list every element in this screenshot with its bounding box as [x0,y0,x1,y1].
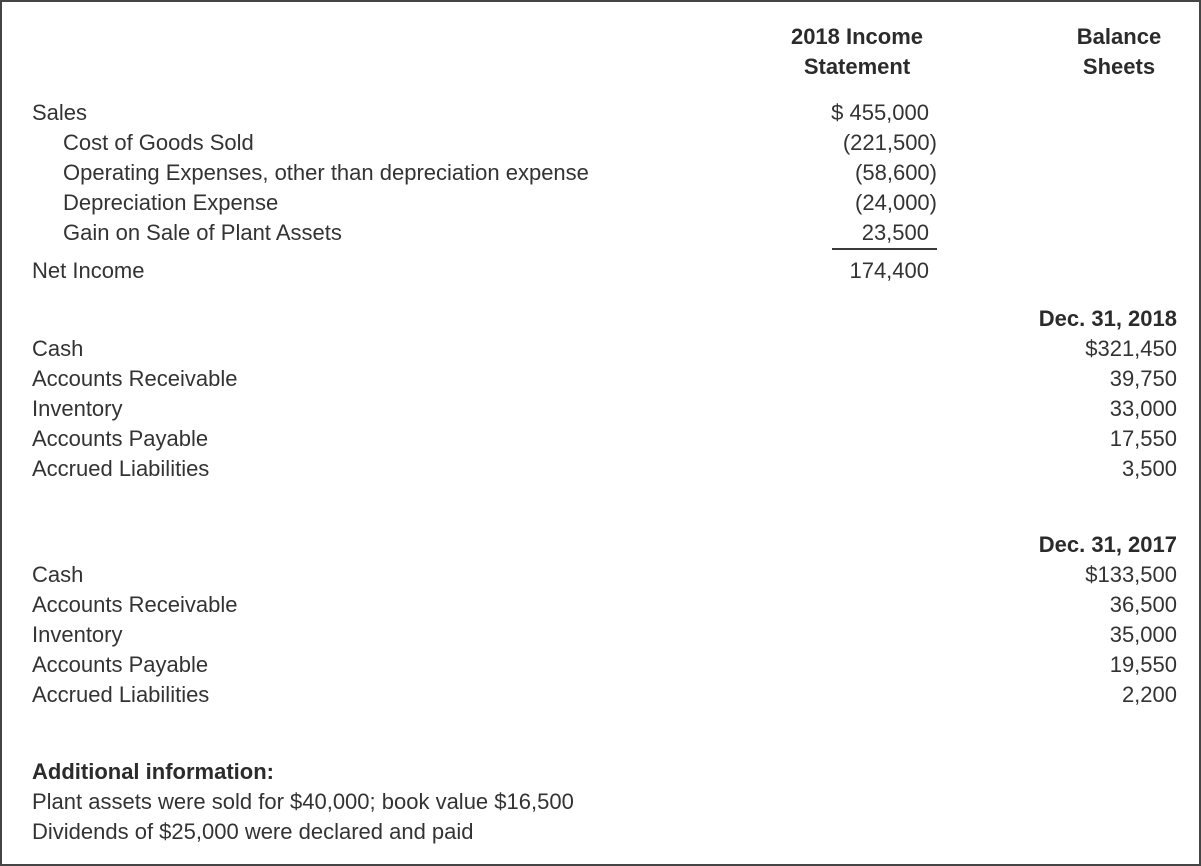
row-label: Accrued Liabilities [32,456,210,481]
balance-sheet-2017-date: Dec. 31, 2017 [1038,532,1177,557]
row-value: 35,000 [1109,622,1177,647]
income-statement-header: 2018 Income Statement [790,24,924,79]
row-label: Inventory [32,622,123,647]
balance-sheets-header-cell: Balance Sheets [942,22,1199,82]
row-label: Accounts Payable [32,652,209,677]
row-label: Cash [32,336,84,361]
row-label: Sales [32,100,88,125]
row-value: 174,400 [849,258,929,283]
subtotal-underline: 23,500 [832,218,937,250]
row-label: Accounts Payable [32,426,209,451]
row-value: $133,500 [1085,562,1177,587]
additional-info-line-1: Plant assets were sold for $40,000; book… [32,789,574,814]
header-spacer-cell [2,22,702,82]
row-label: Accounts Receivable [32,592,238,617]
additional-info-heading-row: Additional information: [2,757,1199,787]
bs2018-row-accounts-payable: Accounts Payable 17,550 [2,424,1199,454]
row-value: 36,500 [1109,592,1177,617]
bs2018-row-accrued-liabilities: Accrued Liabilities 3,500 [2,454,1199,484]
row-value: 39,750 [1109,366,1177,391]
row-label: Cost of Goods Sold [63,130,254,155]
bs2018-row-accounts-receivable: Accounts Receivable 39,750 [2,364,1199,394]
income-row-net-income: Net Income 174,400 [2,250,1199,286]
row-value: (58,600) [855,160,937,185]
row-value: $321,450 [1085,336,1177,361]
spacer-row [2,286,1199,304]
balance-sheet-2017-header-row: Dec. 31, 2017 [2,530,1199,560]
balance-sheet-2018-header-row: Dec. 31, 2018 [2,304,1199,334]
bs2017-row-accounts-payable: Accounts Payable 19,550 [2,650,1199,680]
row-value: 3,500 [1121,456,1177,481]
row-label: Operating Expenses, other than depreciat… [63,160,589,185]
row-label: Accrued Liabilities [32,682,210,707]
row-label: Depreciation Expense [63,190,279,215]
bs2017-row-accounts-receivable: Accounts Receivable 36,500 [2,590,1199,620]
additional-info-heading: Additional information: [32,759,274,784]
row-label: Inventory [32,396,123,421]
financial-statements-table: 2018 Income Statement Balance Sheets Sal… [2,22,1199,847]
income-row-cogs: Cost of Goods Sold (221,500) [2,128,1199,158]
row-label: Net Income [32,258,145,283]
income-row-operating-expenses: Operating Expenses, other than depreciat… [2,158,1199,188]
additional-info-line-row: Plant assets were sold for $40,000; book… [2,787,1199,817]
income-statement-header-cell: 2018 Income Statement [702,22,942,82]
row-label: Gain on Sale of Plant Assets [63,220,342,245]
income-row-gain-on-sale: Gain on Sale of Plant Assets 23,500 [2,218,1199,250]
bs2018-row-inventory: Inventory 33,000 [2,394,1199,424]
bs2017-row-accrued-liabilities: Accrued Liabilities 2,200 [2,680,1199,710]
spacer-row [2,710,1199,757]
bs2018-row-cash: Cash $321,450 [2,334,1199,364]
row-value: $ 455,000 [831,100,929,125]
row-value: 17,550 [1109,426,1177,451]
balance-sheet-2018-date: Dec. 31, 2018 [1038,306,1177,331]
row-value: 19,550 [1109,652,1177,677]
bs2017-row-cash: Cash $133,500 [2,560,1199,590]
row-value: 33,000 [1109,396,1177,421]
row-label: Cash [32,562,84,587]
income-row-sales: Sales $ 455,000 [2,98,1199,128]
row-value: (24,000) [855,190,937,215]
row-value: (221,500) [842,130,937,155]
additional-info-line-row: Dividends of $25,000 were declared and p… [2,817,1199,847]
row-value: 2,200 [1121,682,1177,707]
balance-sheets-header: Balance Sheets [1076,24,1162,79]
bs2017-row-inventory: Inventory 35,000 [2,620,1199,650]
column-header-row: 2018 Income Statement Balance Sheets [2,22,1199,82]
row-value: 23,500 [702,218,942,250]
row-label: Accounts Receivable [32,366,238,391]
additional-info-line-2: Dividends of $25,000 were declared and p… [32,819,474,844]
spacer-row [2,82,1199,98]
income-row-depreciation: Depreciation Expense (24,000) [2,188,1199,218]
spacer-row [2,484,1199,530]
